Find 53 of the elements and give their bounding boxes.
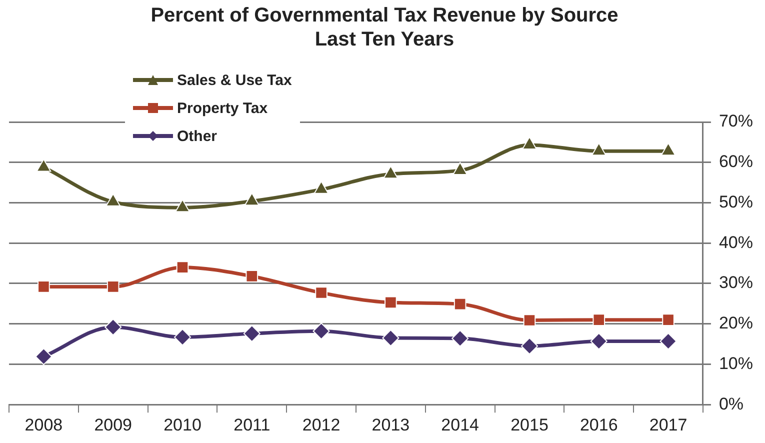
legend-label: Sales & Use Tax [177, 72, 292, 88]
point [315, 286, 328, 299]
chart-subtitle: Last Ten Years [314, 28, 454, 51]
x-tick-label: 2013 [372, 415, 410, 434]
point [175, 199, 190, 212]
y-tick-label: 60% [718, 152, 754, 172]
point [662, 314, 674, 326]
point [36, 158, 52, 172]
x-tick-label: 2008 [24, 415, 63, 434]
chart-title: Percent of Governmental Tax Revenue by Source [150, 4, 618, 27]
y-tick-label: 20% [718, 314, 754, 333]
point [312, 322, 330, 340]
point [243, 325, 260, 342]
y-tick-label: 30% [718, 273, 754, 292]
y-tick-label: 10% [718, 354, 754, 373]
x-tick-label: 2009 [94, 415, 132, 434]
point [590, 332, 608, 350]
x-tick-label: 2017 [649, 415, 688, 434]
x-tick-label: 2015 [510, 415, 548, 434]
x-tick-label: 2011 [234, 415, 270, 434]
point [106, 193, 121, 206]
x-tick-label: 2016 [580, 415, 618, 434]
legend-label: Property Tax [177, 100, 268, 116]
point [176, 261, 189, 274]
point [38, 280, 50, 293]
point [520, 338, 538, 355]
point [35, 348, 52, 366]
point [592, 314, 606, 326]
y-tick-label: 40% [718, 232, 754, 252]
point [454, 298, 466, 310]
point [523, 314, 536, 326]
y-tick-label: 70% [718, 112, 754, 131]
point [104, 318, 122, 336]
point [174, 328, 191, 346]
point [591, 142, 606, 156]
point [382, 329, 400, 346]
x-tick-label: 2010 [164, 415, 202, 434]
point [660, 332, 677, 350]
point [452, 162, 468, 175]
point [106, 280, 120, 293]
point [452, 330, 469, 347]
y-tick-label: 50% [718, 192, 754, 212]
point [384, 296, 397, 309]
point [383, 166, 398, 179]
point [314, 180, 329, 194]
point [660, 142, 676, 156]
point [244, 192, 260, 206]
x-tick-label: 2012 [302, 415, 340, 434]
y-tick-label: 0% [718, 394, 744, 414]
x-tick-label: 2014 [441, 415, 479, 434]
point [522, 136, 537, 150]
legend-label: Other [177, 128, 218, 144]
point [246, 270, 258, 282]
